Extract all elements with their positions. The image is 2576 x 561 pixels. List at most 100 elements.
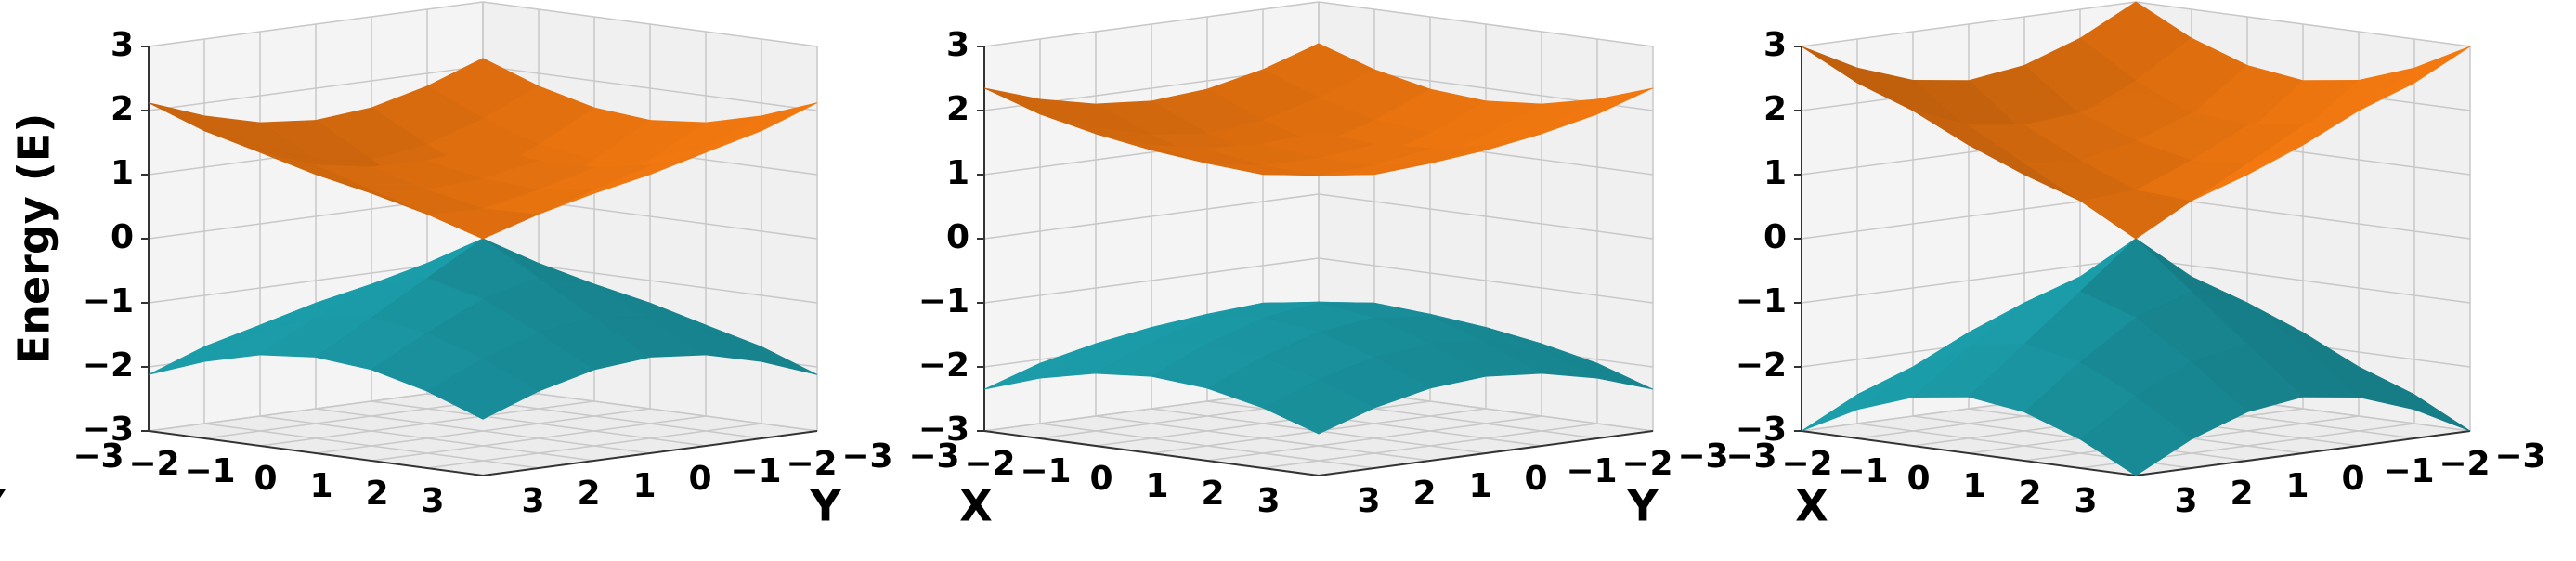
grid-line — [426, 423, 762, 469]
y-tick-label: −2 — [128, 445, 179, 483]
z-tick-label: −3 — [83, 411, 134, 449]
axis-line — [983, 430, 1320, 476]
grid-line — [259, 400, 595, 447]
y-tick-label: 0 — [1906, 460, 1930, 498]
y-tick-label: −3 — [908, 437, 959, 476]
y-tick-label: −3 — [72, 437, 124, 476]
z-axis-label: Energy (E) — [9, 113, 59, 364]
z-tick-label: 2 — [111, 90, 134, 128]
x-tick-label: 1 — [2285, 467, 2309, 505]
axis-line — [1801, 430, 2137, 476]
grid-line — [148, 1, 484, 47]
y-tick-label: 0 — [254, 460, 277, 498]
grid-line — [371, 415, 707, 462]
y-tick-label: −2 — [964, 445, 1015, 483]
grid-line — [315, 408, 651, 454]
z-tick-label: 2 — [1763, 90, 1787, 128]
x-tick-label: −1 — [2383, 452, 2434, 490]
x-axis-label: X — [1795, 481, 1828, 531]
grid-line — [148, 65, 484, 111]
grid-line — [2135, 193, 2471, 240]
y-tick-label: 2 — [365, 475, 388, 513]
x-tick-label: 0 — [1524, 460, 1547, 498]
y-tick-label: 0 — [1089, 460, 1112, 498]
axis-line — [1318, 430, 1654, 476]
z-tick-label: −1 — [83, 282, 134, 320]
grid-line — [983, 193, 1320, 240]
grid-line — [1262, 423, 1598, 469]
z-tick-label: 3 — [111, 26, 134, 64]
surface-facet — [1262, 132, 1375, 159]
surface-facet — [2079, 396, 2192, 476]
y-tick-label: −1 — [1837, 452, 1888, 490]
surface-facet — [425, 147, 540, 179]
y-tick-label: 1 — [309, 467, 332, 505]
grid-line — [2135, 1, 2471, 47]
grid-line — [1318, 257, 1654, 304]
x-tick-label: −3 — [1677, 437, 1728, 476]
x-tick-label: −1 — [730, 452, 781, 490]
y-tick-label: 3 — [2074, 482, 2097, 520]
z-tick-label: −1 — [918, 282, 969, 320]
z-tick-label: 3 — [1763, 26, 1787, 64]
y-tick-label: 2 — [2018, 475, 2041, 513]
x-tick-label: −2 — [786, 445, 837, 483]
z-tick-label: 0 — [946, 218, 969, 256]
z-tick-label: 3 — [946, 26, 969, 64]
y-tick-label: 2 — [1201, 475, 1224, 513]
y-tick-label: 1 — [1962, 467, 1985, 505]
x-tick-label: 1 — [632, 467, 656, 505]
x-tick-label: −3 — [2494, 437, 2545, 476]
z-tick-label: −2 — [1736, 346, 1787, 385]
y-axis-label: Y — [0, 481, 6, 531]
y-axis-label: Y — [1626, 481, 1659, 531]
grid-line — [482, 1, 818, 47]
x-tick-label: 1 — [1468, 467, 1491, 505]
x-tick-label: 2 — [577, 475, 600, 513]
grid-line — [1801, 1, 2137, 47]
z-tick-label: 1 — [1763, 154, 1787, 192]
z-tick-label: 2 — [946, 90, 969, 128]
z-tick-label: 0 — [111, 218, 134, 256]
z-tick-label: −2 — [918, 346, 969, 385]
y-tick-label: 3 — [421, 482, 444, 520]
z-tick-label: −1 — [1736, 282, 1787, 320]
y-axis-label: Y — [809, 481, 841, 531]
z-tick-label: 1 — [946, 154, 969, 192]
grid-line — [2135, 257, 2471, 304]
surface-facet — [2079, 90, 2192, 141]
grid-line — [482, 65, 818, 111]
y-tick-label: −3 — [1725, 437, 1776, 476]
z-tick-label: 0 — [1763, 218, 1787, 256]
x-axis-label: X — [959, 481, 992, 531]
z-tick-label: −3 — [918, 411, 969, 449]
x-tick-label: 2 — [1412, 475, 1436, 513]
grid-line — [1206, 415, 1542, 462]
x-tick-label: −3 — [841, 437, 892, 476]
z-tick-label: 1 — [111, 154, 134, 192]
grid-line — [1318, 193, 1654, 240]
x-tick-label: 0 — [688, 460, 711, 498]
y-tick-label: −1 — [184, 452, 235, 490]
x-tick-label: 3 — [521, 482, 544, 520]
grid-line — [1318, 1, 1654, 47]
x-tick-label: −2 — [2439, 445, 2490, 483]
x-tick-label: 2 — [2230, 475, 2253, 513]
x-tick-label: −2 — [1621, 445, 1672, 483]
z-tick-label: −3 — [1736, 411, 1787, 449]
x-tick-label: 0 — [2341, 460, 2364, 498]
x-tick-label: 3 — [1357, 482, 1380, 520]
grid-line — [148, 385, 484, 432]
axis-line — [2135, 430, 2471, 476]
grid-line — [482, 385, 818, 432]
x-tick-label: 3 — [2174, 482, 2197, 520]
grid-line — [1801, 257, 2137, 304]
y-tick-label: 3 — [1256, 482, 1280, 520]
axis-line — [482, 430, 818, 476]
y-tick-label: −1 — [1020, 452, 1071, 490]
surface-facet — [1262, 378, 1375, 435]
